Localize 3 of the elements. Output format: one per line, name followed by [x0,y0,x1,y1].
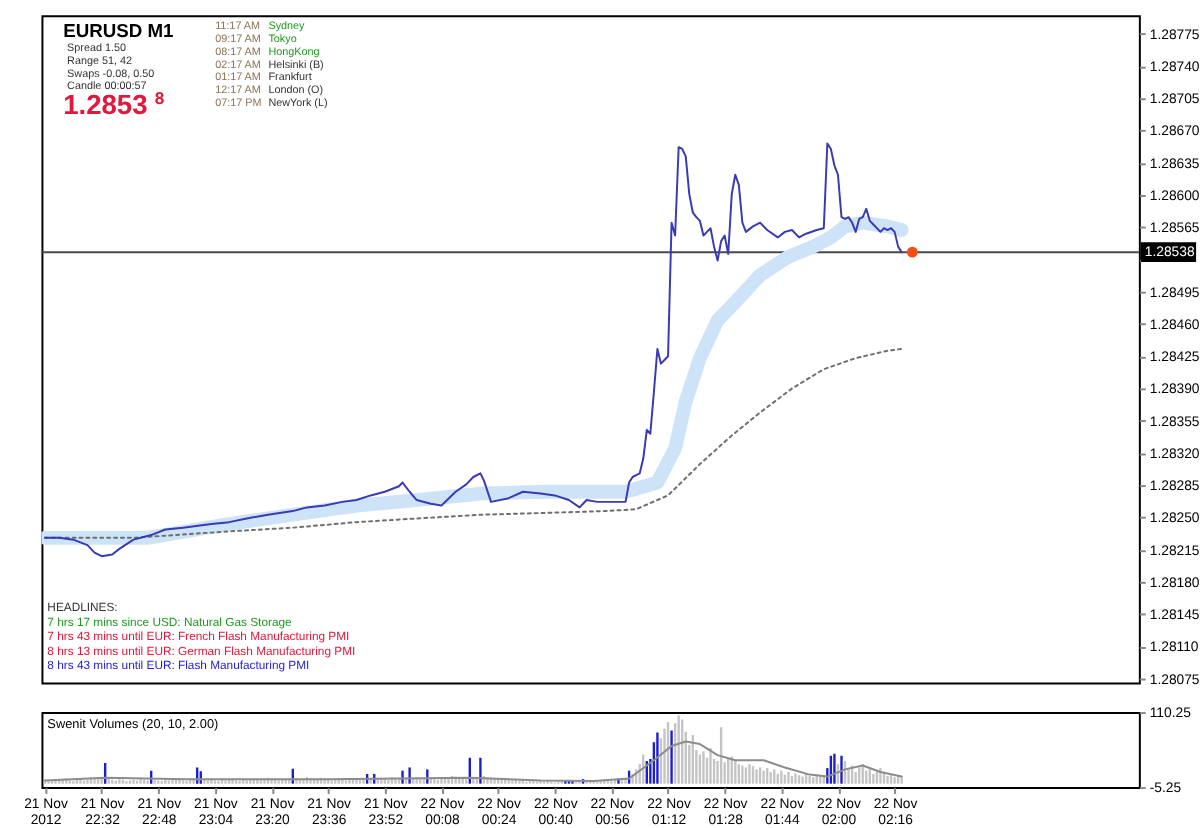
line-series [44,740,903,783]
line-series [44,142,903,558]
chart-title: EURUSD M1 [63,21,174,42]
